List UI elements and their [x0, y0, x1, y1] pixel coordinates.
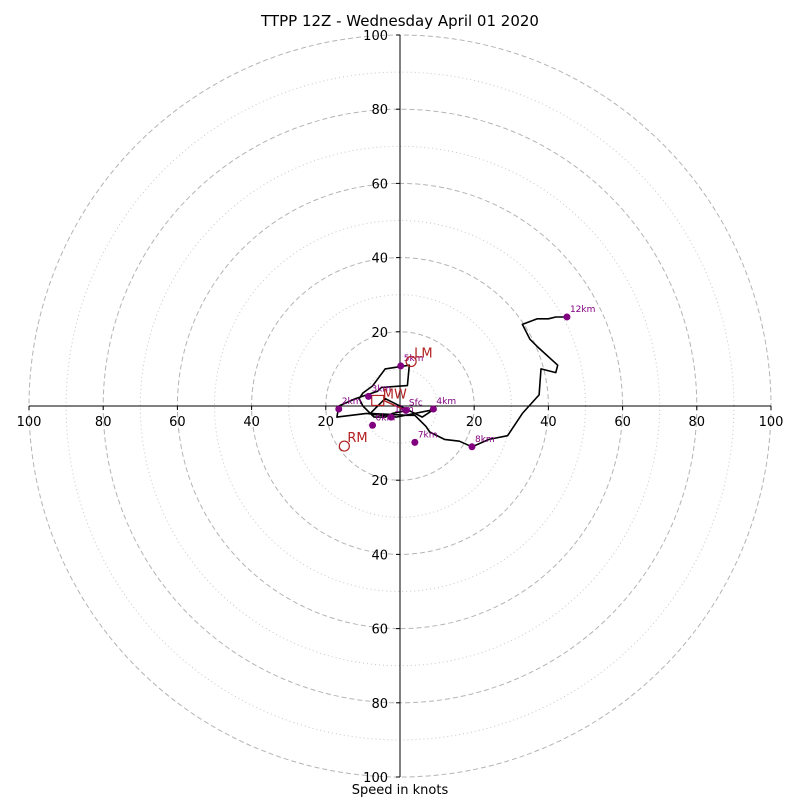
- storm-motion-point: [405, 355, 417, 368]
- y-tick-label: 40: [371, 252, 388, 267]
- x-tick-label: 40: [243, 415, 260, 430]
- height-marker-point: [563, 313, 571, 321]
- x-axis-label: Speed in knots: [351, 783, 449, 798]
- y-tick-label: 40: [371, 548, 388, 563]
- height-marker-point: [429, 405, 437, 413]
- height-marker-label: 1km: [394, 405, 414, 415]
- height-marker-point: [369, 421, 377, 429]
- y-tick-label: 100: [363, 771, 388, 786]
- height-marker-label: 8km: [475, 435, 495, 445]
- height-marker-point: [468, 443, 476, 451]
- height-marker-point: [335, 405, 343, 413]
- x-tick-label: 100: [759, 415, 784, 430]
- height-marker-label: 2km: [342, 397, 362, 407]
- height-marker-label: 12km: [570, 305, 595, 315]
- y-tick-label: 100: [363, 29, 388, 44]
- storm-motion-label: RM: [347, 431, 367, 446]
- x-tick-label: 20: [318, 415, 335, 430]
- storm-motion-point: [338, 440, 350, 452]
- height-marker-point: [411, 438, 419, 446]
- height-marker-point: [397, 362, 405, 370]
- x-tick-label: 80: [95, 415, 112, 430]
- height-marker-point: [387, 413, 395, 421]
- height-marker-point: [402, 406, 410, 414]
- x-tick-label: 80: [689, 415, 706, 430]
- height-marker-label: 6km: [376, 413, 396, 423]
- x-tick-label: 60: [169, 415, 186, 430]
- x-tick-label: 60: [614, 415, 631, 430]
- x-tick-label: 100: [17, 415, 42, 430]
- height-marker-label: 5km: [404, 354, 424, 364]
- x-tick-label: 40: [540, 415, 557, 430]
- mean-wind-label: MW: [383, 387, 407, 402]
- height-marker-label: Sfc: [409, 398, 423, 408]
- y-tick-label: 60: [371, 177, 388, 192]
- height-marker-point: [364, 392, 372, 400]
- y-tick-label: 80: [371, 103, 388, 118]
- y-tick-label: 60: [371, 623, 388, 638]
- hodograph-trace: [336, 316, 567, 448]
- height-marker-label: 4km: [436, 397, 456, 407]
- mean-wind-arrow: [383, 399, 407, 412]
- chart-title: TTPP 12Z - Wednesday April 01 2020: [261, 12, 539, 30]
- y-tick-label: 20: [371, 326, 388, 341]
- x-tick-label: 20: [466, 415, 483, 430]
- storm-motion-label: LM: [414, 346, 432, 361]
- height-marker-label: 7km: [418, 430, 438, 440]
- height-marker-label: 3km: [371, 384, 391, 394]
- y-tick-label: 80: [371, 697, 388, 712]
- y-tick-label: 20: [371, 474, 388, 489]
